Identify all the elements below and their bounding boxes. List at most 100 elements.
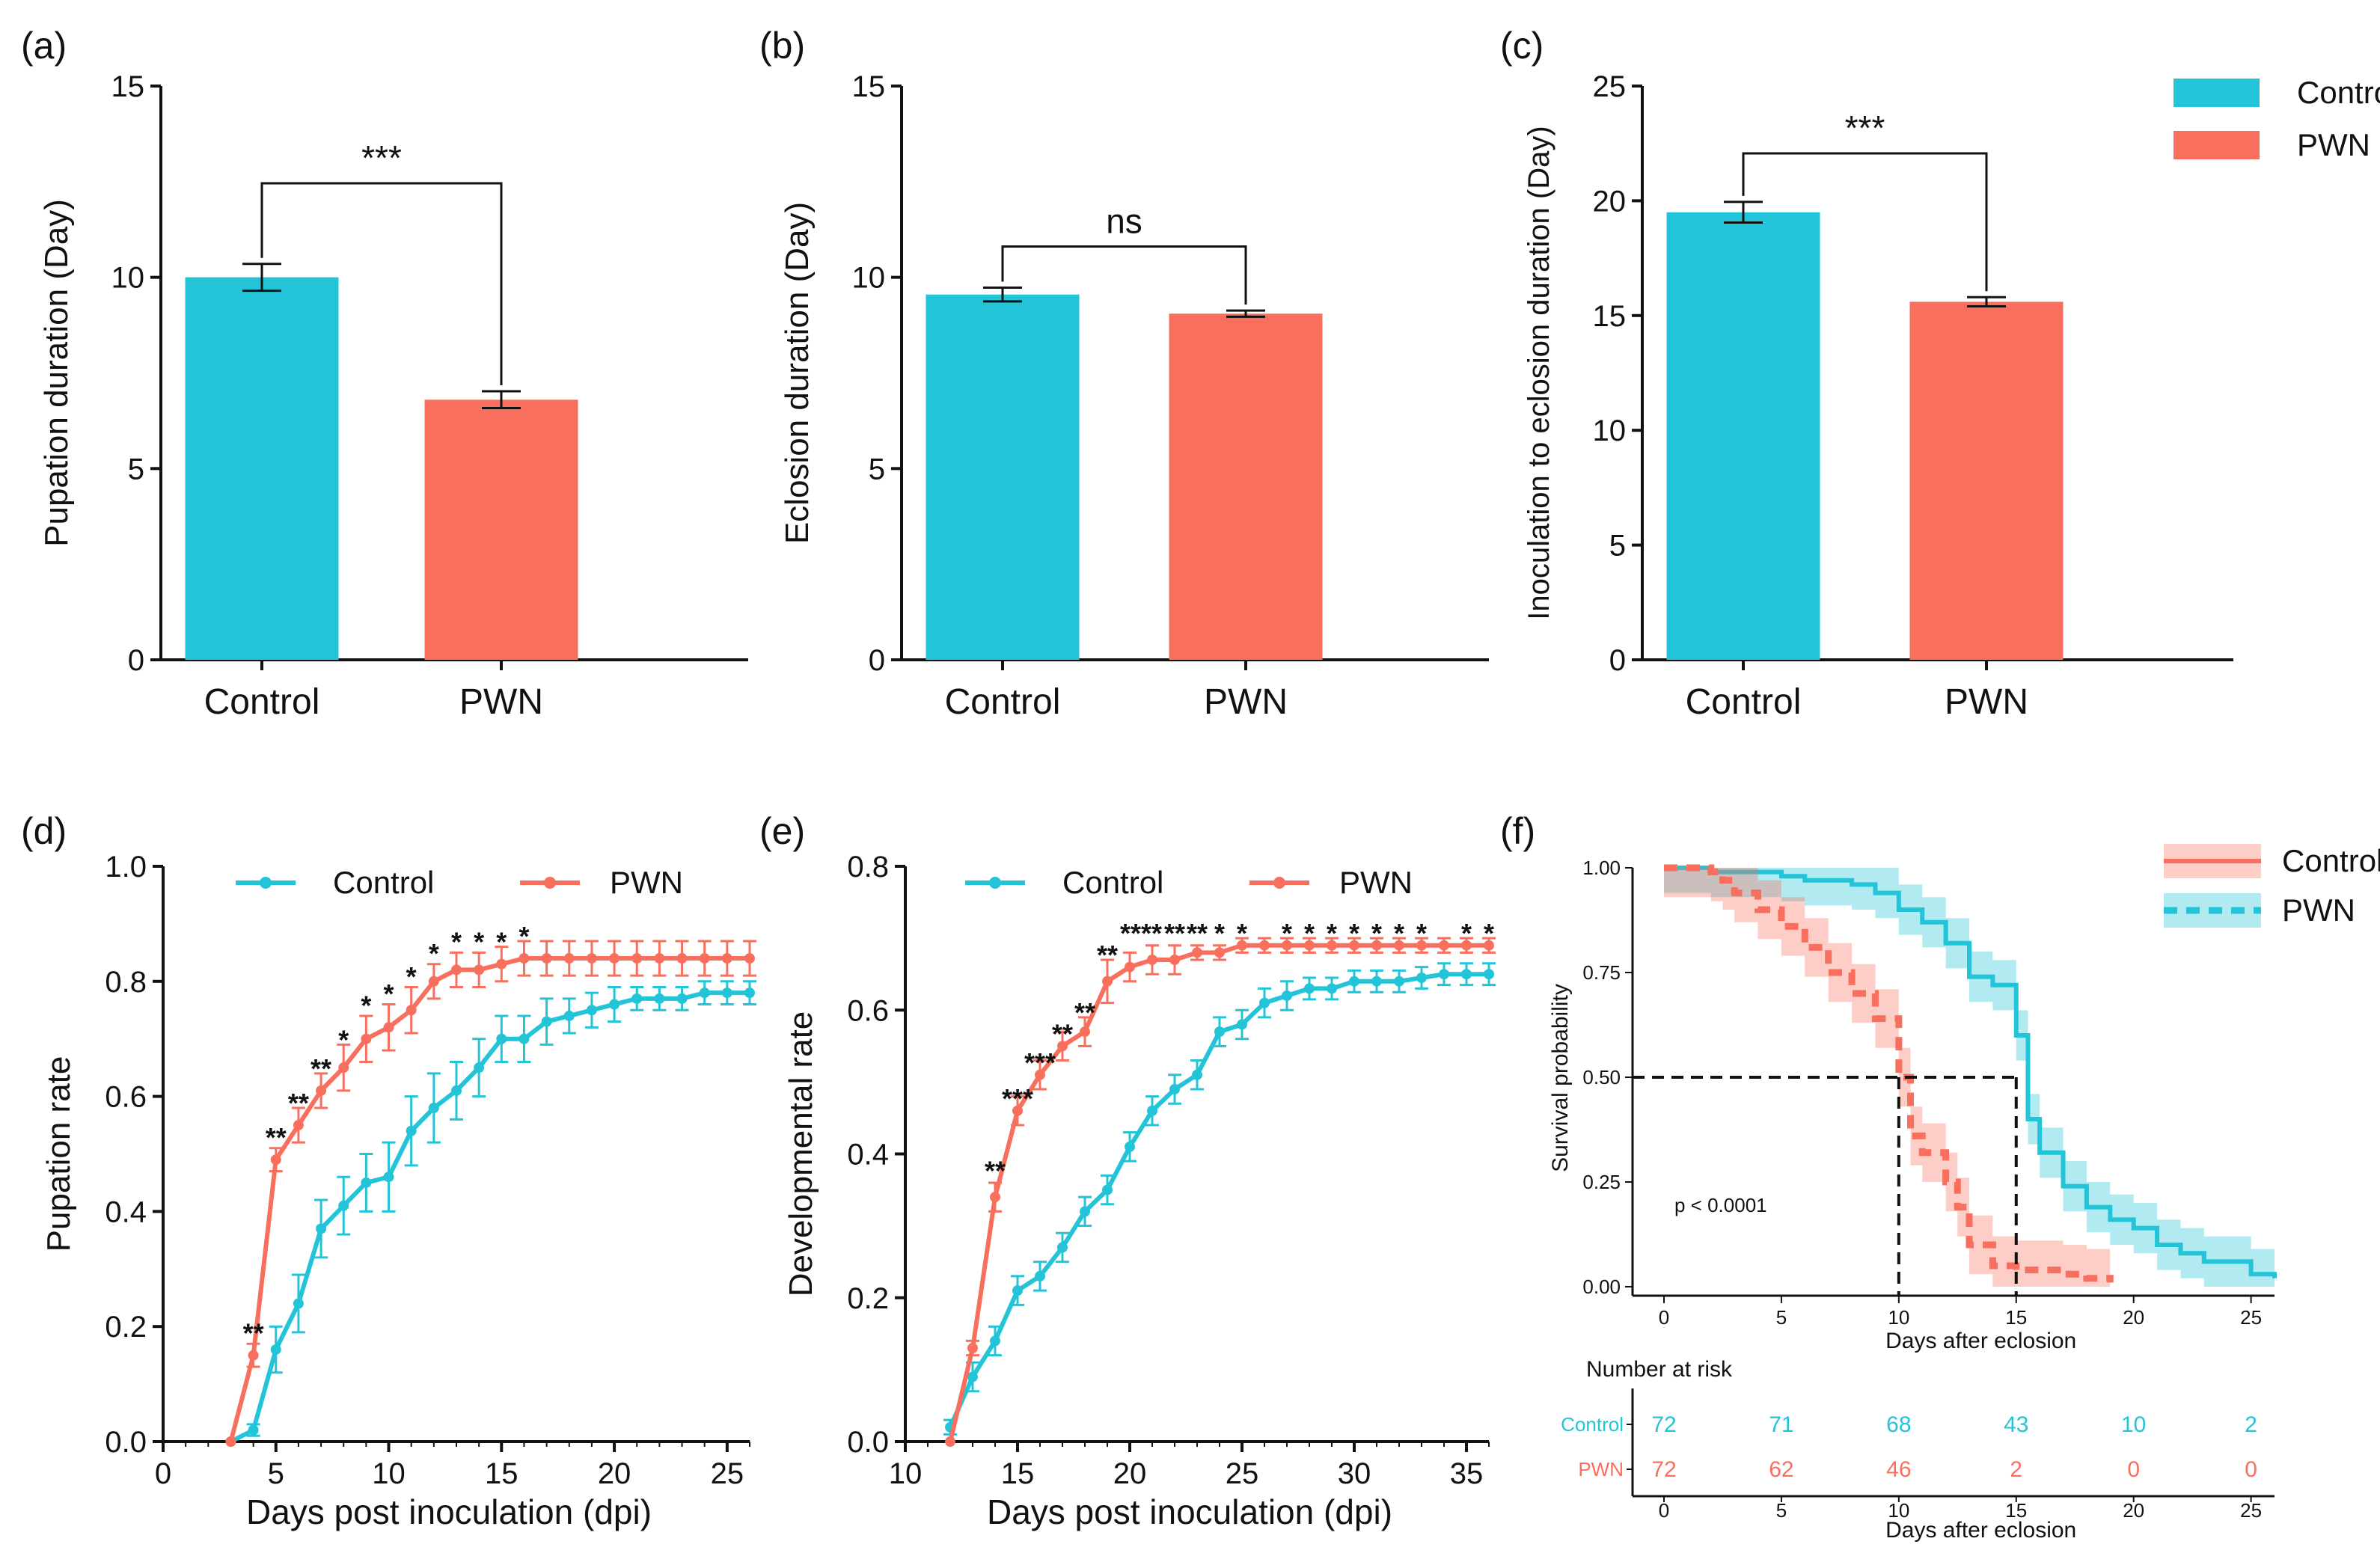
y-tick-label: 10 [1593,414,1627,447]
x-tick-label: 15 [1001,1457,1035,1490]
data-point [1080,1026,1090,1038]
x-tick-label: 30 [1338,1457,1371,1490]
legend-label-control: Control [333,865,434,900]
x-tick-label: 20 [598,1457,631,1490]
risk-x-tick-label: 20 [2123,1499,2144,1522]
significance-bracket [260,182,503,386]
data-point [1057,1041,1068,1052]
data-point [721,953,732,964]
risk-row-label: PWN [1578,1458,1624,1480]
legend-marker-control [989,877,1001,889]
significance-marker: * [1394,918,1404,949]
legend-marker-control [260,877,272,889]
significance-marker: ** [243,1318,264,1349]
x-axis-label: Days post inoculation (dpi) [246,1492,652,1531]
bar-pwn [1909,301,2064,660]
risk-table-title: Number at risk [1586,1357,1733,1382]
data-point [676,953,688,964]
data-point [361,1177,372,1188]
data-point [518,953,530,964]
significance-marker: ** [310,1053,331,1084]
data-point [518,1033,530,1044]
risk-value: 46 [1886,1457,1911,1482]
data-point [1169,954,1180,965]
x-tick-label: 10 [1888,1306,1909,1329]
significance-marker: * [1327,918,1337,949]
category-label: PWN [459,682,543,722]
panel-label: (d) [21,810,67,852]
survival-control [1664,866,2277,1287]
data-point [744,987,755,999]
data-point [293,1120,304,1131]
significance-marker: * [1282,918,1292,949]
line-chart-d: (d) 0.0 0.2 0.4 0.6 0.8 1.0 0 5 10 15 20 25 Days post… [21,810,756,1531]
x-tick-label: 15 [485,1457,518,1490]
line-chart-e: (e) 0.0 0.2 0.4 0.6 0.8 10 15 20 25 30 35 Days post … [759,810,1496,1531]
data-point [699,987,710,999]
y-tick-label: 0 [869,644,885,677]
data-point [945,1436,955,1447]
data-point [1214,947,1225,958]
significance-marker: * [406,961,417,992]
data-point [586,953,597,964]
data-point [293,1298,304,1309]
panel-label: (e) [759,810,805,852]
data-point [990,1192,1000,1203]
data-point [1349,976,1359,987]
bar-control [926,294,1080,660]
legend-label-pwn: PWN [1339,865,1413,900]
x-tick-label: 25 [2240,1306,2262,1329]
y-tick-label: 0.8 [105,966,147,999]
y-tick-label: 0.2 [105,1311,147,1344]
y-tick-label: 5 [869,453,885,486]
significance-marker: ** [266,1122,287,1153]
data-point [270,1344,281,1355]
bar-pwn [424,399,578,660]
category-label: Control [204,682,320,722]
data-point [316,1085,327,1096]
data-point [1304,983,1315,994]
y-tick-label: 0.0 [105,1426,147,1459]
data-point [1057,1242,1068,1253]
y-tick-label: 1.00 [1582,857,1621,879]
data-point [1394,976,1404,987]
data-point [1461,940,1472,951]
survival-pwn [1664,864,2114,1287]
panel-label: (a) [21,25,67,67]
panel-label: (c) [1500,25,1544,67]
data-point [1035,1270,1045,1281]
data-point [1371,940,1382,951]
data-point [474,964,485,976]
risk-value: 0 [2245,1457,2257,1482]
legend-label-control: Control [1062,865,1163,900]
y-tick-label: 1.0 [105,851,147,883]
significance-marker: * [474,927,484,958]
y-tick-label: 10 [111,262,145,295]
data-point [609,999,620,1010]
data-point [654,953,665,964]
data-point [1012,1285,1023,1296]
data-point [428,976,439,987]
data-point [1102,1184,1113,1195]
x-axis-label: Days post inoculation (dpi) [987,1492,1392,1531]
data-point [1259,997,1270,1008]
legend-marker-pwn [544,877,556,889]
y-tick-label: 10 [852,262,886,295]
legend-label-control: Control [2282,843,2380,878]
legend-label-pwn: PWN [610,865,683,900]
data-point [248,1350,259,1361]
data-point [1125,1141,1135,1152]
data-point [541,953,552,964]
significance-marker: * [1371,918,1382,949]
risk-value: 2 [2245,1412,2257,1437]
data-point [1304,940,1315,951]
category-label: Control [1686,682,1802,722]
data-point [1147,954,1157,965]
risk-value: 0 [2127,1457,2140,1482]
category-label: PWN [1945,682,2028,722]
bar-control [1666,212,1820,660]
significance-marker: ** [1164,918,1185,949]
data-point [676,993,688,1004]
y-tick-label: 0.75 [1582,961,1621,984]
